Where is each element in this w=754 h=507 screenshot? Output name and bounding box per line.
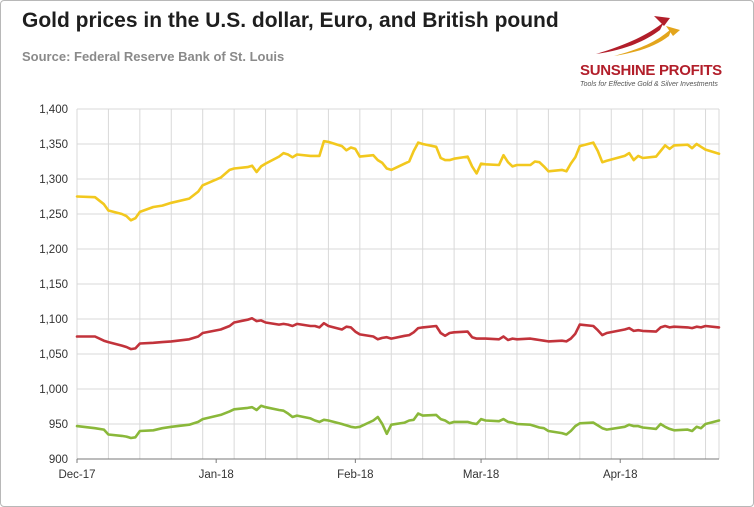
x-tick-label: Dec-17 [58, 469, 95, 481]
y-tick-label: 1,400 [39, 104, 68, 116]
chart-title: Gold prices in the U.S. dollar, Euro, an… [22, 9, 559, 32]
y-tick-label: 1,250 [39, 209, 68, 221]
logo-name: SUNSHINE PROFITS [580, 62, 722, 79]
y-tick-label: 1,000 [39, 384, 68, 396]
logo-swoosh-icon [596, 16, 680, 56]
y-tick-label: 1,300 [39, 174, 68, 186]
x-tick-label: Apr-18 [603, 469, 638, 481]
x-axis: Dec-17 Jan-18 Feb-18 Mar-18 Apr-18 [58, 458, 719, 481]
y-tick-label: 1,350 [39, 139, 68, 151]
chart-gridlines [76, 108, 720, 460]
series-lines [75, 139, 721, 440]
series-line-3 [75, 404, 721, 440]
x-tick-label: Feb-18 [337, 469, 373, 481]
y-tick-label: 1,150 [39, 279, 68, 291]
y-tick-label: 900 [49, 454, 68, 466]
y-tick-label: 1,050 [39, 349, 68, 361]
y-axis: 900 950 1,000 1,050 1,100 1,150 1,200 1,250 1,30… [39, 104, 68, 466]
logo-tagline: Tools for Effective Gold & Silver Invest… [580, 81, 718, 88]
series-line-1 [75, 139, 721, 222]
y-tick-label: 950 [49, 419, 68, 431]
series-line-2 [75, 317, 721, 351]
x-tick-label: Mar-18 [463, 469, 499, 481]
y-tick-label: 1,100 [39, 314, 68, 326]
y-tick-label: 1,200 [39, 244, 68, 256]
chart-subtitle: Source: Federal Reserve Bank of St. Loui… [22, 49, 285, 64]
sunshine-profits-logo: SUNSHINE PROFITS Tools for Effective Gol… [574, 12, 750, 96]
x-tick-label: Jan-18 [199, 469, 234, 481]
